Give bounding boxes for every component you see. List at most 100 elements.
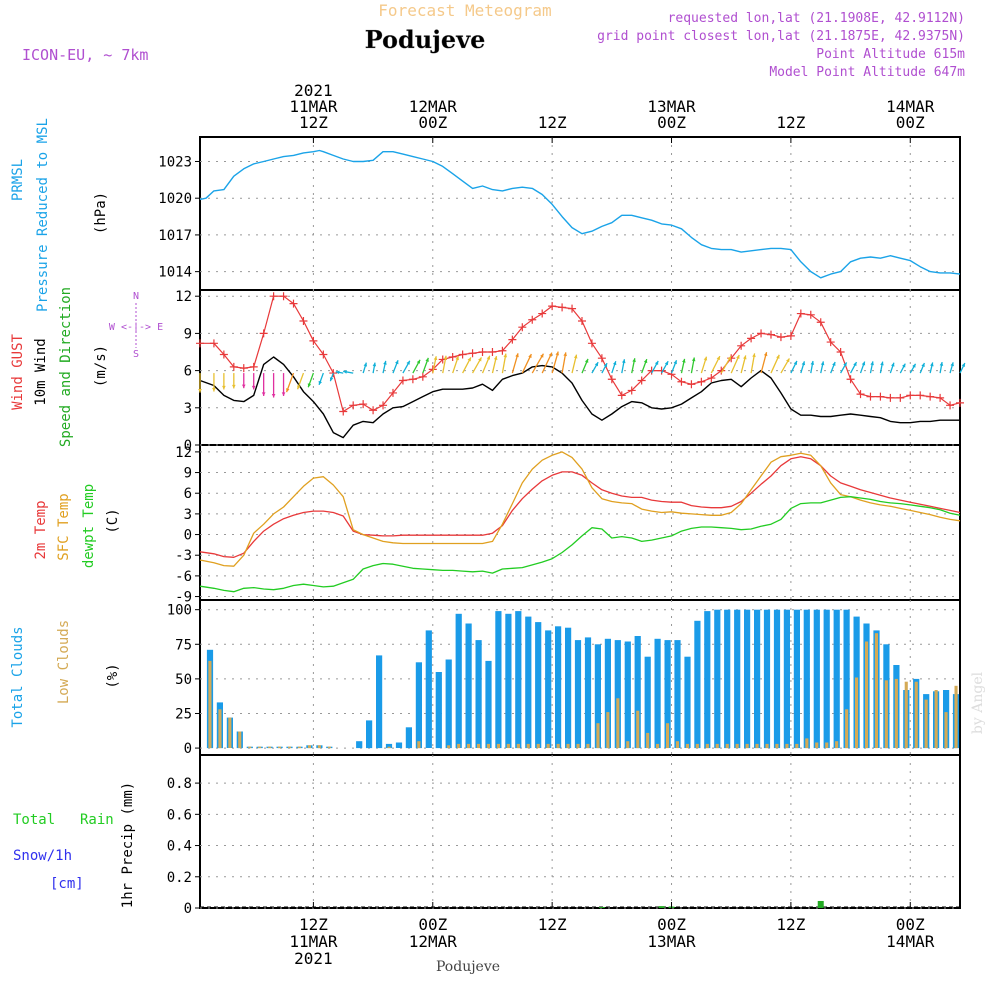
y-tick-label: 9	[184, 466, 192, 482]
wind-arrow-head	[752, 353, 756, 358]
wind-gust-marker	[239, 364, 248, 373]
total-cloud-bar	[654, 638, 661, 749]
temp-sfc-line	[199, 451, 961, 567]
low-cloud-bar	[576, 743, 580, 749]
wind-direction-arrow	[661, 360, 669, 374]
low-cloud-bar	[884, 680, 888, 749]
top-time-label: 2021	[294, 81, 333, 100]
low-cloud-bar	[865, 641, 869, 749]
bottom-time-label: 00Z	[657, 915, 686, 934]
wind-arrow-head	[555, 351, 559, 356]
rain-bar	[817, 900, 824, 908]
wind-arrow-head	[810, 361, 815, 365]
wind-gust-marker	[408, 375, 417, 384]
wind-arrow-head	[930, 362, 934, 367]
wind-direction-arrow	[501, 353, 508, 374]
axis-layer: 1014101710201023036912-9-6-3036912025507…	[158, 81, 934, 968]
total-cloud-bar	[694, 620, 701, 749]
model-altitude: Model Point Altitude 647m	[769, 65, 965, 80]
low-cloud-bar	[835, 741, 839, 749]
compass-south: S	[133, 349, 139, 360]
wind-arrow-head	[801, 361, 806, 366]
wind-gust-marker	[259, 329, 268, 338]
snow-unit: [cm]	[50, 876, 84, 892]
low-cloud-bar	[805, 738, 809, 749]
wind-arrow-head	[921, 362, 925, 367]
low-cloud-bar	[317, 745, 321, 749]
total-cloud-bar	[843, 609, 850, 749]
model-label: ICON-EU, ~ 7km	[22, 46, 148, 64]
low-cloud-bar	[705, 743, 709, 749]
pressure-label: Pressure Reduced to MSL	[35, 118, 51, 312]
location-title: Podujeve	[365, 25, 486, 54]
wind-arrow-head	[703, 356, 708, 361]
wind-direction-arrow	[859, 361, 866, 374]
wind-arrow-head	[643, 359, 648, 364]
plot-layer	[196, 149, 966, 908]
total-cloud-bar	[724, 609, 731, 749]
wind-gust-marker	[379, 401, 388, 410]
total-cloud-bar	[644, 656, 651, 748]
wind-arrow-head	[891, 362, 895, 367]
wind-arrow-head	[961, 362, 965, 367]
grid-lines	[200, 137, 960, 909]
low-cloud-bar	[486, 743, 490, 749]
wind-direction-arrow	[850, 361, 858, 374]
top-time-label: 00Z	[657, 113, 686, 132]
y-tick-label: 25	[175, 706, 192, 722]
sfc-temp-label: SFC Temp	[56, 493, 72, 560]
y-tick-label: 3	[184, 507, 192, 523]
wind-arrow-head	[912, 363, 916, 368]
total-cloud-bar	[783, 609, 790, 749]
wind-gust-marker	[309, 336, 318, 345]
wind-gust-marker	[946, 401, 955, 410]
precip-unit: 1hr Precip (mm)	[120, 782, 136, 908]
wind-arrow-head	[455, 356, 459, 361]
wind-gust-marker	[518, 323, 527, 332]
total-cloud-bar	[664, 640, 671, 748]
wind-arrow-head	[548, 352, 552, 357]
wind-direction-arrow	[710, 355, 721, 374]
requested-coords: requested lon,lat (21.1908E, 42.9112N)	[668, 11, 965, 26]
wind-direction-arrow	[810, 360, 815, 374]
wind-direction-arrow	[879, 361, 884, 374]
wind-gust-marker	[836, 348, 845, 356]
total-cloud-bar	[385, 743, 393, 749]
wind-gust-marker	[796, 309, 805, 318]
low-cloud-bar	[536, 743, 540, 749]
wind-gust-marker	[388, 388, 397, 397]
total-cloud-bar	[366, 720, 373, 749]
wind-arrow-head	[329, 377, 334, 382]
wind-arrow-head	[853, 362, 857, 367]
y-tick-label: 6	[184, 486, 192, 502]
wind-gust-marker	[846, 375, 855, 384]
low-cloud-bar	[228, 717, 232, 748]
wind-direction-arrow	[770, 354, 780, 374]
panel-frame	[199, 754, 961, 909]
total-cloud-bar	[754, 609, 761, 749]
wind-direction-arrow	[820, 361, 825, 374]
bottom-time-label: 00Z	[418, 915, 447, 934]
low-cloud-bar	[447, 745, 451, 749]
wind-gust-marker	[866, 392, 875, 401]
wind-direction-arrow	[212, 373, 216, 392]
wind-gust-marker	[926, 392, 935, 401]
wind-direction-arrow	[541, 352, 553, 374]
total-cloud-bar	[405, 727, 412, 749]
total-cloud-bar	[813, 609, 820, 749]
rain-bar	[598, 907, 605, 908]
total-cloud-bar	[525, 616, 532, 749]
wind-gust-marker	[249, 362, 258, 371]
wind-gust-marker	[956, 398, 964, 407]
wind-gust-marker	[627, 386, 636, 395]
wind-arrow-head	[212, 387, 216, 392]
wind-arrow-head	[222, 385, 226, 390]
wind-arrow-head	[621, 359, 626, 364]
total-cloud-bar	[574, 640, 582, 748]
wind-arrow-head	[198, 389, 202, 393]
low-cloud-bar	[238, 731, 242, 749]
wind-arrow-head	[776, 354, 780, 359]
wind-gust-marker	[577, 317, 586, 325]
low-cloud-bar	[825, 742, 829, 748]
low-cloud-bar	[496, 743, 500, 749]
